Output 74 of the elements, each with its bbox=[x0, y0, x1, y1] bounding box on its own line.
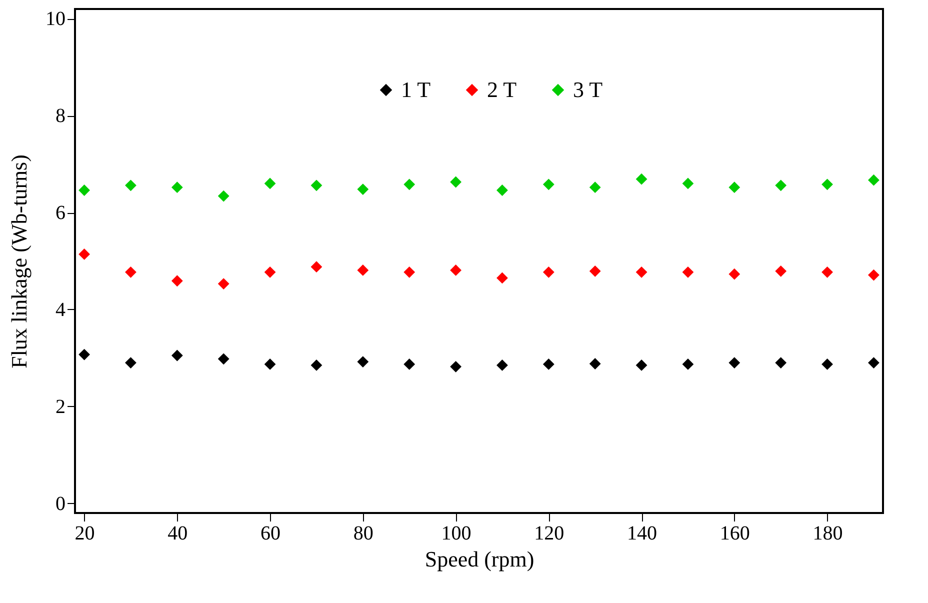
point bbox=[171, 350, 183, 362]
point bbox=[822, 358, 833, 370]
point bbox=[728, 182, 740, 194]
point bbox=[775, 265, 787, 277]
point bbox=[636, 173, 648, 185]
x-tick-label: 100 bbox=[441, 522, 472, 544]
point bbox=[636, 359, 648, 371]
point bbox=[218, 278, 230, 290]
point bbox=[310, 180, 322, 192]
point bbox=[264, 266, 276, 278]
point bbox=[357, 184, 369, 195]
x-tick-label: 40 bbox=[168, 522, 188, 544]
legend-label: 3 T bbox=[573, 77, 604, 102]
point bbox=[822, 178, 833, 190]
point bbox=[822, 266, 833, 278]
point bbox=[542, 178, 554, 190]
point bbox=[78, 248, 90, 260]
x-axis-title: Speed (rpm) bbox=[424, 546, 534, 572]
point bbox=[78, 348, 90, 360]
point bbox=[125, 180, 136, 192]
point bbox=[310, 359, 322, 371]
point bbox=[404, 266, 416, 278]
point bbox=[125, 357, 136, 368]
point bbox=[542, 266, 554, 278]
x-tick-label: 20 bbox=[74, 522, 95, 544]
point bbox=[868, 357, 880, 368]
x-tick-label: 180 bbox=[812, 522, 843, 544]
x-tick-label: 80 bbox=[353, 522, 374, 544]
point bbox=[264, 358, 276, 370]
point bbox=[542, 358, 554, 370]
point bbox=[775, 180, 787, 192]
point bbox=[125, 266, 136, 278]
point bbox=[171, 275, 183, 287]
point bbox=[728, 268, 740, 280]
point bbox=[728, 357, 740, 368]
y-axis-title: Flux linkage (Wb-turns) bbox=[6, 154, 32, 368]
point bbox=[589, 358, 601, 370]
point bbox=[218, 353, 230, 365]
point bbox=[496, 359, 508, 371]
x-tick-label: 140 bbox=[627, 522, 658, 544]
point bbox=[682, 178, 694, 190]
point bbox=[310, 261, 322, 273]
y-tick-label: 10 bbox=[46, 8, 66, 30]
point bbox=[218, 190, 230, 202]
point bbox=[357, 356, 369, 368]
point bbox=[868, 174, 880, 186]
y-tick-label: 2 bbox=[56, 396, 66, 418]
point bbox=[404, 358, 416, 370]
y-tick-label: 8 bbox=[56, 105, 66, 128]
y-tick-label: 6 bbox=[56, 202, 66, 224]
y-tick-label: 0 bbox=[56, 492, 66, 515]
point bbox=[496, 272, 508, 284]
point bbox=[450, 176, 462, 188]
x-tick-label: 120 bbox=[534, 522, 564, 544]
point bbox=[775, 357, 787, 368]
y-tick-label: 4 bbox=[56, 298, 66, 321]
x-tick-label: 160 bbox=[720, 522, 750, 544]
point bbox=[868, 269, 880, 281]
point bbox=[682, 358, 694, 370]
point bbox=[450, 264, 462, 276]
point bbox=[78, 184, 90, 196]
point bbox=[450, 360, 462, 372]
point bbox=[496, 184, 508, 196]
point bbox=[589, 182, 601, 194]
legend-label: 1 T bbox=[401, 77, 432, 102]
point bbox=[682, 266, 694, 278]
point bbox=[171, 182, 183, 194]
x-tick-label: 60 bbox=[260, 522, 281, 544]
legend-label: 2 T bbox=[487, 77, 518, 102]
point bbox=[264, 178, 276, 190]
point bbox=[404, 178, 416, 190]
point bbox=[589, 265, 601, 277]
point bbox=[357, 264, 369, 276]
point bbox=[636, 266, 648, 278]
